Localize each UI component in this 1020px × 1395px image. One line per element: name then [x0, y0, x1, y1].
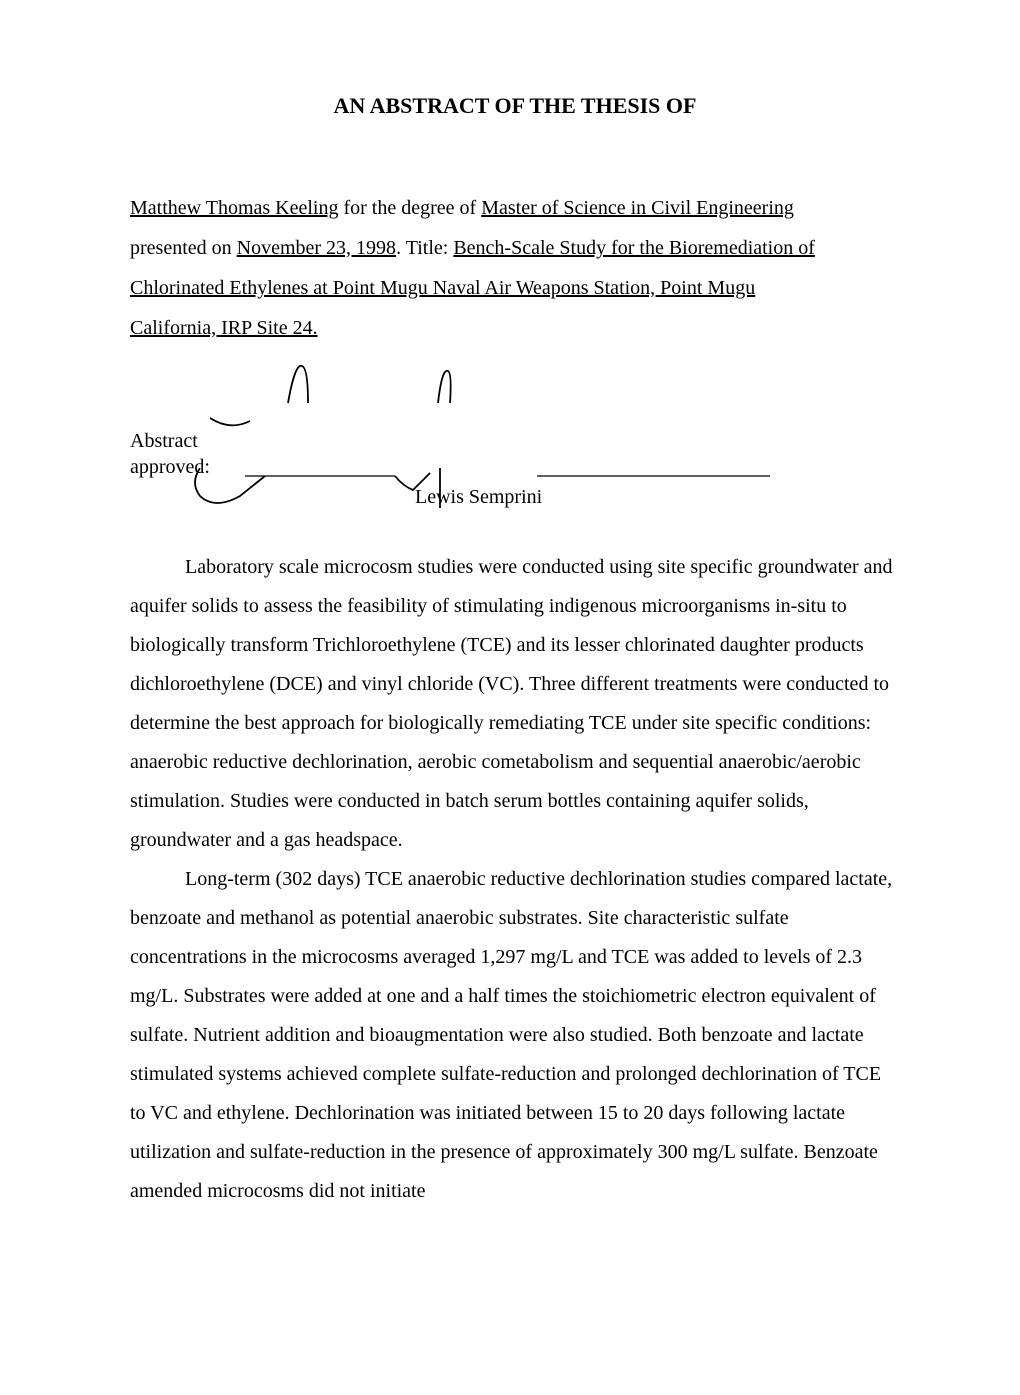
degree-phrase: for the degree of: [338, 197, 481, 219]
title-phrase: . Title:: [396, 237, 453, 259]
abstract-paragraph-1: Laboratory scale microcosm studies were …: [130, 548, 900, 860]
thesis-title-part1: Bench-Scale Study for the Bioremediation…: [453, 237, 815, 259]
thesis-title-part2: Chlorinated Ethylenes at Point Mugu Nava…: [130, 277, 755, 299]
thesis-metadata: Matthew Thomas Keeling for the degree of…: [130, 188, 900, 348]
abstract-body: Laboratory scale microcosm studies were …: [130, 548, 900, 1211]
thesis-title-part3: California, IRP Site 24.: [130, 317, 318, 339]
thesis-title-line2: Chlorinated Ethylenes at Point Mugu Nava…: [130, 268, 900, 308]
thesis-title-line3: California, IRP Site 24.: [130, 308, 900, 348]
presented-phrase: presented on: [130, 237, 237, 259]
presented-title-line: presented on November 23, 1998. Title: B…: [130, 228, 900, 268]
degree-name: Master of Science in Civil Engineering: [481, 197, 794, 219]
signature-mark-icon: [205, 413, 255, 433]
signature-block: Abstract approved: Lewis Semprini: [130, 358, 900, 518]
abstract-label-line1: Abstract: [130, 428, 210, 454]
signature-mark-icon: [430, 363, 460, 408]
author-degree-line: Matthew Thomas Keeling for the degree of…: [130, 188, 900, 228]
advisor-name: Lewis Semprini: [415, 478, 542, 517]
author-name: Matthew Thomas Keeling: [130, 197, 338, 219]
thesis-abstract-title: AN ABSTRACT OF THE THESIS OF: [130, 85, 900, 128]
abstract-paragraph-2: Long-term (302 days) TCE anaerobic reduc…: [130, 860, 900, 1211]
presented-date: November 23, 1998: [237, 237, 396, 259]
signature-mark-icon: [280, 358, 320, 408]
